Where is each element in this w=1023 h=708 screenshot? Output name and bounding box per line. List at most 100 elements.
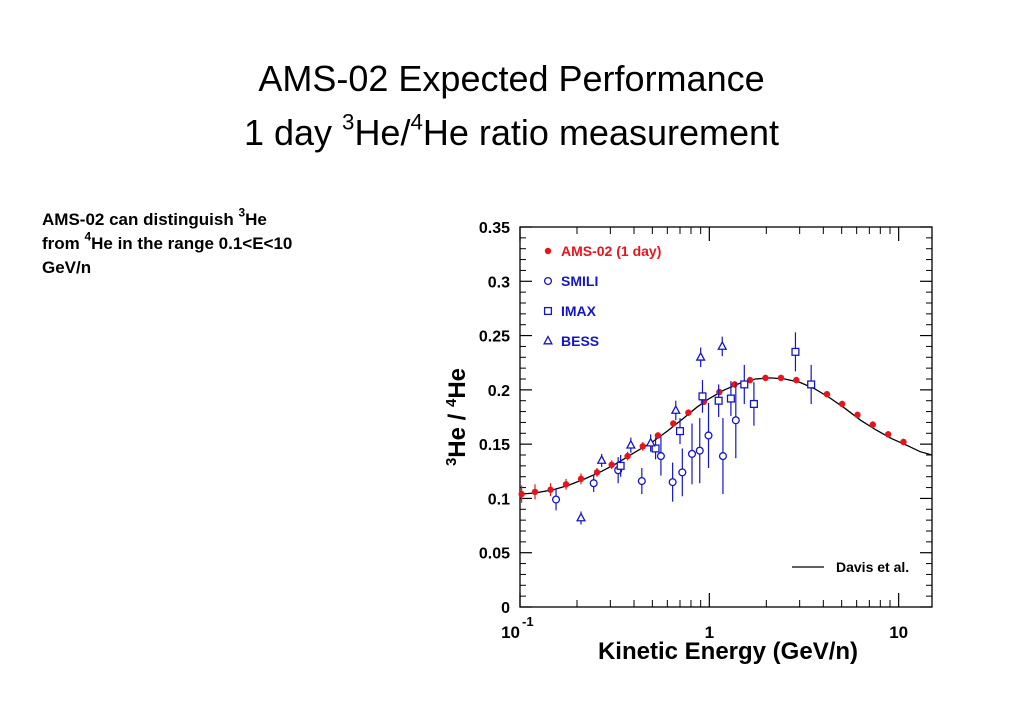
smili-point [704, 431, 713, 440]
ams-02-1-day-point [639, 443, 646, 450]
x-axis-label: Kinetic Energy (GeV/n) [598, 638, 858, 665]
slide-title-line2: 1 day 3He/4He ratio measurement [0, 109, 1023, 154]
legend-label: SMILI [561, 273, 598, 289]
legend-marker [543, 276, 553, 286]
y-tick-label: 0.3 [488, 274, 510, 291]
smili-point [668, 478, 677, 487]
ams-02-1-day-point [869, 421, 876, 428]
note-sup-3: 3 [238, 205, 246, 220]
note-text-b: He [245, 210, 267, 229]
ams-02-1-day-point [562, 481, 570, 488]
ams-02-1-day-point [685, 409, 692, 416]
ams-02-1-day-point [823, 391, 831, 398]
y-tick-label: 0.05 [479, 546, 510, 563]
imax-point [749, 399, 758, 409]
legend-label: BESS [561, 333, 599, 349]
plot-frame [519, 226, 933, 608]
bess-point [717, 340, 728, 350]
y-tick-label: 0.35 [479, 220, 510, 237]
slide-title-line1: AMS-02 Expected Performance [258, 58, 765, 99]
ams-02-1-day-point [593, 469, 601, 476]
smili-point [656, 452, 665, 461]
data-points [518, 332, 907, 525]
y-label-sup-3: 3 [443, 458, 460, 466]
title-sup-4: 4 [410, 109, 423, 135]
y-axis: 0 0.05 0.1 0.15 0.2 0.25 0.3 0.35 [479, 220, 932, 617]
ams-02-1-day-point [884, 431, 892, 438]
ams-02-1-day-point [670, 420, 677, 427]
title-sup-3: 3 [342, 109, 355, 135]
y-tick-label: 0.2 [488, 383, 510, 400]
x-tick-exponent: -1 [522, 614, 534, 629]
ams-02-1-day-point [608, 461, 615, 468]
ams-02-1-day-point [777, 374, 785, 382]
x-tick-label: 10 [889, 623, 908, 642]
x-axis: 10-11 10 [501, 227, 908, 642]
imax-point [675, 427, 685, 436]
ams-02-1-day-point [654, 432, 662, 439]
imax-point [807, 380, 816, 389]
title-text-a: 1 day [243, 112, 343, 153]
note-sup-4: 4 [84, 229, 92, 244]
legend-marker [543, 335, 553, 345]
note-text-e: GeV/n [42, 258, 92, 277]
x-tick-label: 1 [705, 623, 714, 642]
smili-point [589, 479, 598, 488]
ams-02-1-day-point [746, 376, 754, 384]
y-tick-label: 0 [501, 600, 510, 617]
smili-point [678, 468, 687, 477]
smili-point [718, 452, 727, 461]
note-text-d: He in the range 0.1<E<10 [91, 234, 293, 253]
ams-02-1-day-point [577, 475, 585, 483]
ams-02-1-day-point [854, 411, 861, 419]
smili-point [551, 495, 561, 504]
y-axis-label: 3He / 4He [443, 368, 471, 466]
description-note: AMS-02 can distinguish 3He from 4He in th… [42, 205, 402, 280]
imax-point [616, 461, 625, 470]
imax-point [740, 380, 749, 389]
imax-point [726, 394, 735, 403]
smili-point [637, 477, 646, 486]
ams-02-1-day-point [731, 381, 738, 388]
bess-point [596, 454, 607, 464]
y-tick-label: 0.15 [479, 437, 510, 454]
legend-label: IMAX [561, 303, 597, 319]
ams-02-1-day-point [547, 486, 554, 493]
imax-point [791, 347, 800, 356]
ams-02-1-day-point [762, 374, 769, 382]
legend: AMS-02 (1 day) SMILI IMAX BESS Davis et al. [543, 243, 909, 575]
note-text-c: from [42, 234, 85, 253]
y-label-sup-4: 4 [443, 398, 460, 407]
smili-point [695, 446, 704, 455]
legend-marker [543, 306, 553, 316]
title-text-c: He ratio measurement [422, 112, 780, 153]
smili-point [687, 449, 697, 458]
model-legend-label: Davis et al. [836, 559, 909, 575]
bess-point [695, 351, 706, 361]
smili-point [731, 416, 740, 425]
note-text-a: AMS-02 can distinguish [42, 210, 239, 229]
y-label-text-a: He / [444, 407, 471, 458]
imax-point [698, 392, 707, 401]
ams-02-1-day-point [716, 388, 723, 396]
bess-point [670, 404, 681, 414]
y-tick-label: 0.25 [479, 329, 510, 346]
ams-02-1-day-point [531, 488, 539, 496]
ams-02-1-day-point [900, 438, 907, 446]
bess-point [625, 439, 636, 449]
ratio-chart: 00.050.10.150.20.250.30.35 10-11 10 AMS-0… [443, 220, 933, 665]
x-tick-label: 10 [501, 623, 520, 642]
y-label-text-b: He [444, 368, 471, 399]
ams-02-1-day-point [518, 490, 525, 498]
bess-point [645, 437, 656, 447]
ams-02-1-day-point [624, 452, 631, 460]
y-tick-label: 0.1 [488, 491, 510, 508]
ams-02-1-day-point [838, 400, 846, 408]
title-text-b: He/ [354, 112, 411, 153]
imax-point [651, 444, 660, 453]
bess-point [576, 512, 586, 522]
legend-label: AMS-02 (1 day) [561, 243, 661, 259]
legend-marker [544, 247, 552, 255]
imax-point [714, 396, 723, 405]
ams-02-1-day-point [793, 376, 800, 384]
